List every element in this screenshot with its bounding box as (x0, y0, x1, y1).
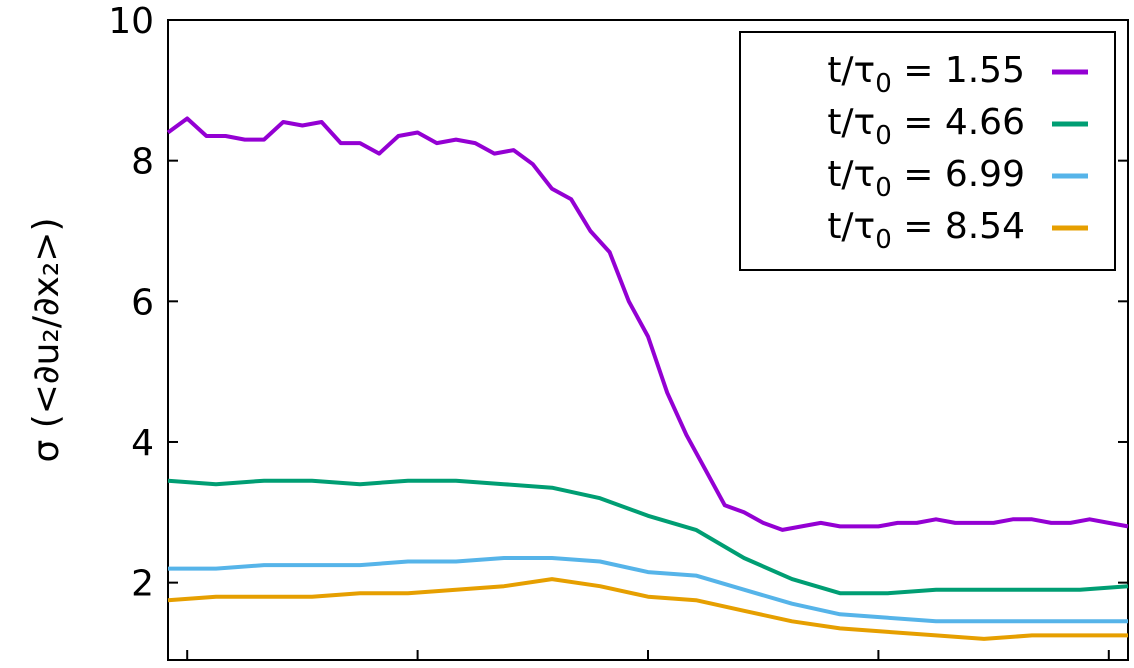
y-tick-label: 10 (108, 1, 154, 42)
series-line (167, 577, 1128, 641)
series-lines (166, 116, 1129, 641)
legend-entry-label: t/τ0 = 1.55 (827, 50, 1025, 99)
y-tick-label: 2 (131, 564, 154, 605)
series-line (168, 556, 1128, 624)
y-axis-label: σ (<∂u₂/∂x₂>) (26, 217, 67, 462)
series-line (166, 116, 1129, 532)
series-line (167, 478, 1129, 596)
y-axis: 2 4 6 8 10 (108, 1, 1128, 605)
x-axis (186, 650, 1110, 660)
legend-entry-label: t/τ0 = 4.66 (827, 102, 1025, 151)
legend: t/τ0 = 1.55t/τ0 = 4.66t/τ0 = 6.99t/τ0 = … (739, 31, 1116, 271)
legend-entry-label: t/τ0 = 6.99 (827, 154, 1025, 203)
y-tick-label: 8 (131, 142, 154, 183)
legend-entry-label: t/τ0 = 8.54 (827, 206, 1025, 255)
y-tick-label: 4 (131, 423, 154, 464)
y-tick-label: 6 (131, 282, 154, 323)
